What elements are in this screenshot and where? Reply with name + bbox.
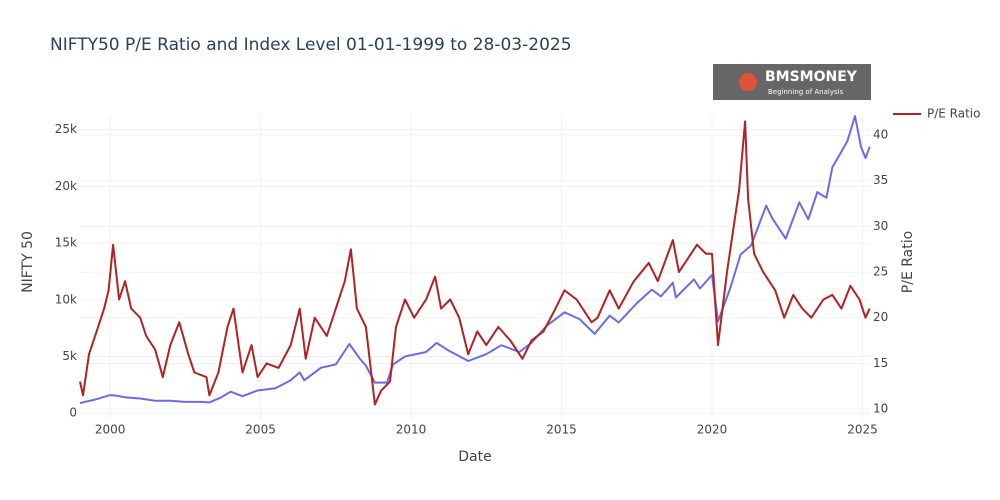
data-line: [79, 115, 871, 404]
y-tick-label: 20k: [55, 179, 77, 193]
y-tick-label: 5k: [62, 349, 77, 363]
y2-tick-label: 10: [873, 402, 888, 416]
y2-tick-label: 30: [873, 219, 888, 233]
y-tick-label: 15k: [55, 236, 77, 250]
y2-axis-title: P/E Ratio: [900, 231, 916, 293]
x-tick-label: 2015: [546, 423, 577, 437]
y2-tick-label: 15: [873, 356, 888, 370]
y2-tick-label: 20: [873, 310, 888, 324]
x-tick-label: 2025: [847, 423, 878, 437]
y-tick-label: 10k: [55, 292, 77, 306]
chart-title: NIFTY50 P/E Ratio and Index Level 01-01-…: [50, 35, 572, 55]
y-tick-label: 25k: [55, 122, 77, 136]
legend-label: P/E Ratio: [927, 107, 980, 121]
x-axis-title: Date: [458, 449, 491, 465]
x-tick-label: 2000: [95, 423, 126, 437]
x-tick-label: 2020: [697, 423, 728, 437]
y2-tick-label: 35: [873, 173, 888, 187]
logo-tagline: Beginning of Analysis: [768, 88, 844, 96]
x-tick-label: 2005: [245, 423, 276, 437]
data-line: [79, 120, 871, 406]
x-tick-label: 2010: [396, 423, 427, 437]
y2-tick-label: 25: [873, 265, 888, 279]
y-axis-title: NIFTY 50: [20, 231, 36, 293]
y-tick-label: 0: [69, 406, 77, 420]
logo-text: BMSMONEY: [765, 69, 858, 85]
logo-icon: [739, 73, 757, 91]
logo: BMSMONEY Beginning of Analysis: [713, 64, 871, 100]
y2-tick-label: 40: [873, 128, 888, 142]
